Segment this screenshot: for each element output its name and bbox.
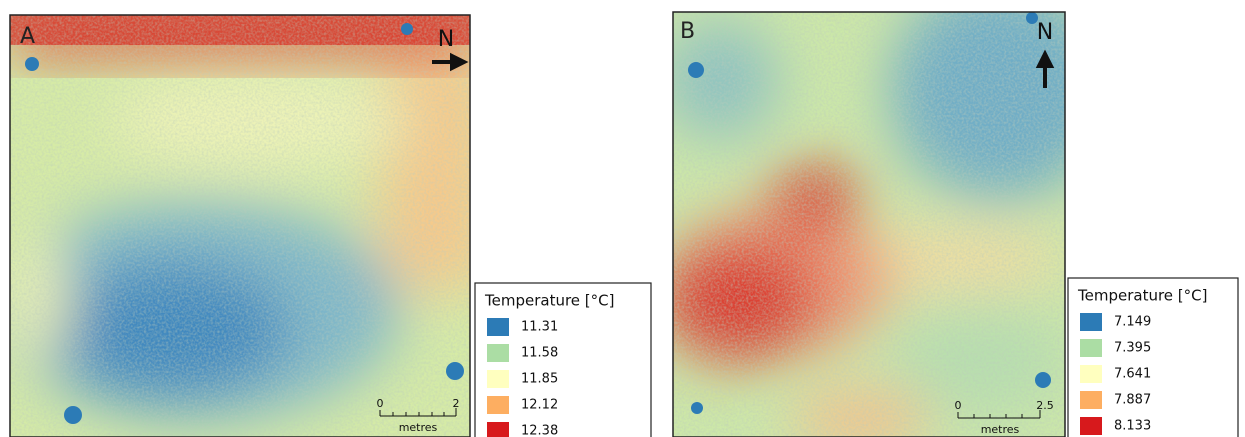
scale-bar xyxy=(957,410,1041,419)
legend-label: 11.31 xyxy=(521,320,558,335)
north-label: N xyxy=(1037,20,1053,45)
legend-label: 7.887 xyxy=(1114,393,1151,408)
scale-unit: metres xyxy=(399,421,438,434)
legend-label: 7.395 xyxy=(1114,341,1151,356)
legend-box xyxy=(1067,277,1239,437)
legend-label: 8.133 xyxy=(1114,419,1151,434)
scale-tick: 2 xyxy=(453,397,460,410)
scale-tick: 0 xyxy=(377,397,384,410)
legend-label: 12.12 xyxy=(521,398,558,413)
legend-swatch xyxy=(487,422,509,437)
scale-bar xyxy=(379,408,457,417)
legend-label: 11.85 xyxy=(521,372,558,387)
panel-label: A xyxy=(20,24,35,49)
legend-swatch xyxy=(1080,339,1102,357)
north-arrow xyxy=(432,52,469,72)
legend-swatch xyxy=(1080,417,1102,435)
north-label: N xyxy=(438,27,454,52)
scale-unit: metres xyxy=(981,423,1020,436)
legend-swatch xyxy=(487,318,509,336)
north-arrow xyxy=(1035,49,1055,88)
scale-tick: 0 xyxy=(955,399,962,412)
legend-swatch xyxy=(1080,313,1102,331)
scale-tick: 2.5 xyxy=(1036,399,1054,412)
legend-label: 11.58 xyxy=(521,346,558,361)
map-b xyxy=(673,12,1065,437)
legend-swatch xyxy=(1080,365,1102,383)
frame xyxy=(9,14,471,437)
legend-swatch xyxy=(487,344,509,362)
legends: Temperature [°C] 11.31 11.58 11.85 12.12 12.3… xyxy=(474,277,1239,437)
legend-swatch xyxy=(487,370,509,388)
legend-label: 12.38 xyxy=(521,424,558,437)
legend-title: Temperature [°C] xyxy=(484,292,614,310)
map-a xyxy=(10,15,470,437)
legend-label: 7.641 xyxy=(1114,367,1151,382)
frame xyxy=(672,11,1066,437)
panel-label: B xyxy=(680,19,695,44)
legend-title: Temperature [°C] xyxy=(1077,287,1207,305)
legend-swatch xyxy=(1080,391,1102,409)
legend-swatch xyxy=(487,396,509,414)
legend-label: 7.149 xyxy=(1114,315,1151,330)
